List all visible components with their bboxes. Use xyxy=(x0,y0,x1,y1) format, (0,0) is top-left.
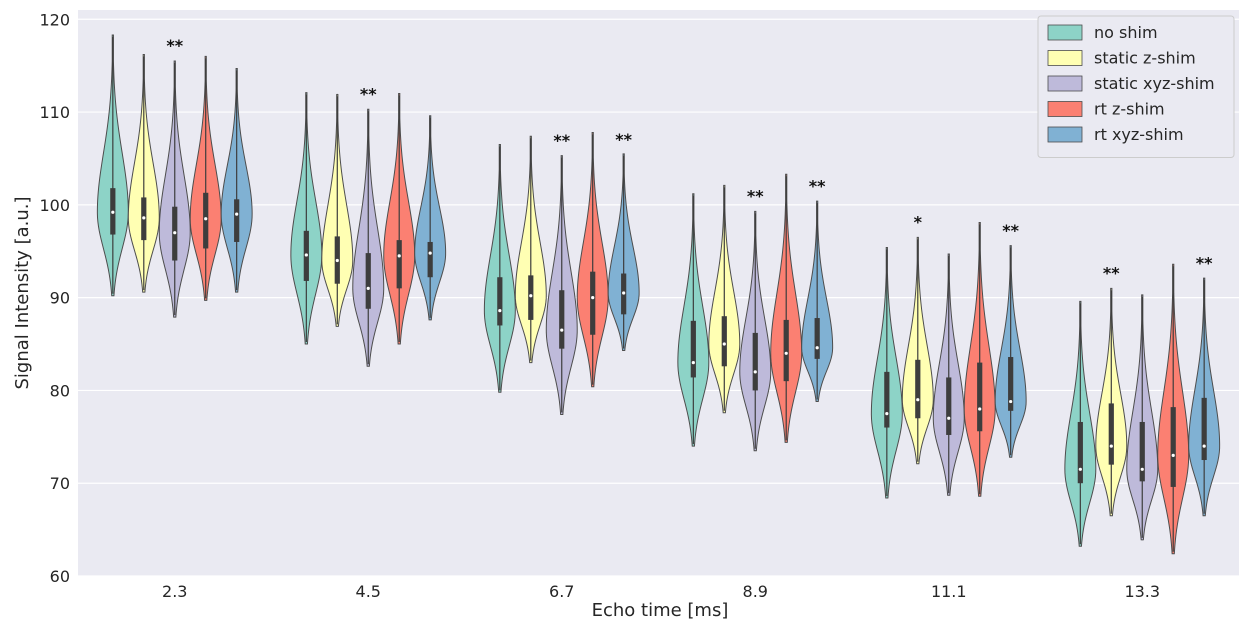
legend-label-rt-xyz-shim: rt xyz-shim xyxy=(1094,125,1184,144)
y-tick-labels: 60 70 80 90 100 110 120 xyxy=(39,10,70,586)
median-dot-rt-z-shim-6.7 xyxy=(591,296,595,300)
y-tick-label-70: 70 xyxy=(50,474,70,493)
legend-swatch-static-xyz-shim xyxy=(1047,75,1083,92)
significance-annotations: ****** ******* ****** xyxy=(166,36,1213,282)
median-dot-static-xyz-shim-2.3 xyxy=(173,231,177,235)
legend-box xyxy=(1037,15,1235,158)
median-dot-rt-xyz-shim-13.3 xyxy=(1202,444,1206,448)
legend-label-rt-z-shim: rt z-shim xyxy=(1094,100,1165,119)
iqr-box-rt-xyz-shim-11.1 xyxy=(1008,357,1014,411)
iqr-box-no-shim-8.9 xyxy=(690,320,696,378)
legend: no shim static z-shim static xyz-shim rt z-… xyxy=(1037,15,1235,158)
significance-marker-5: ** xyxy=(809,176,826,195)
median-dot-rt-xyz-shim-8.9 xyxy=(815,346,819,350)
y-tick-label-60: 60 xyxy=(50,567,70,586)
y-tick-label-80: 80 xyxy=(50,381,70,400)
x-tick-label-13.3: 13.3 xyxy=(1124,582,1160,601)
median-dot-no-shim-6.7 xyxy=(498,309,502,313)
significance-marker-6: * xyxy=(914,212,923,231)
x-tick-label-8.9: 8.9 xyxy=(743,582,768,601)
legend-label-static-z-shim: static z-shim xyxy=(1094,49,1196,68)
iqr-box-rt-z-shim-2.3 xyxy=(203,192,209,249)
iqr-box-rt-xyz-shim-4.5 xyxy=(427,241,433,278)
iqr-box-no-shim-13.3 xyxy=(1077,421,1083,484)
median-dot-rt-z-shim-4.5 xyxy=(397,254,401,258)
median-dot-no-shim-8.9 xyxy=(691,360,695,365)
significance-marker-9: ** xyxy=(1196,253,1213,272)
legend-label-static-xyz-shim: static xyz-shim xyxy=(1094,74,1215,93)
iqr-box-rt-z-shim-4.5 xyxy=(396,240,402,289)
significance-marker-4: ** xyxy=(747,187,764,206)
violins xyxy=(96,34,1221,555)
median-dot-rt-z-shim-8.9 xyxy=(784,351,788,355)
legend-swatch-static-z-shim xyxy=(1047,50,1083,66)
median-dot-no-shim-2.3 xyxy=(111,210,115,214)
significance-marker-2: ** xyxy=(553,131,570,150)
iqr-box-rt-z-shim-8.9 xyxy=(783,319,789,382)
median-dot-static-xyz-shim-8.9 xyxy=(753,370,757,374)
median-dot-static-xyz-shim-4.5 xyxy=(366,286,370,290)
median-dot-rt-xyz-shim-4.5 xyxy=(428,251,432,255)
x-tick-label-11.1: 11.1 xyxy=(931,582,967,601)
median-dot-no-shim-11.1 xyxy=(885,412,889,416)
significance-marker-7: ** xyxy=(1002,221,1019,240)
median-dot-rt-z-shim-11.1 xyxy=(978,407,982,411)
iqr-box-static-xyz-shim-11.1 xyxy=(946,377,952,435)
iqr-box-static-z-shim-6.7 xyxy=(528,275,534,320)
y-tick-label-110: 110 xyxy=(39,103,70,122)
y-tick-label-120: 120 xyxy=(39,10,70,29)
x-tick-label-2.3: 2.3 xyxy=(162,582,187,601)
median-dot-static-xyz-shim-6.7 xyxy=(560,328,564,332)
iqr-box-static-xyz-shim-6.7 xyxy=(559,290,565,349)
median-dot-static-z-shim-6.7 xyxy=(529,294,533,298)
y-axis-label: Signal Intensity [a.u.] xyxy=(12,196,33,389)
median-dot-static-z-shim-11.1 xyxy=(916,398,920,402)
legend-swatch-rt-z-shim xyxy=(1047,101,1083,117)
iqr-box-rt-xyz-shim-8.9 xyxy=(814,318,820,359)
significance-marker-3: ** xyxy=(615,130,632,149)
median-dot-rt-xyz-shim-6.7 xyxy=(622,291,626,295)
median-dot-rt-z-shim-2.3 xyxy=(204,217,208,221)
median-dot-static-z-shim-13.3 xyxy=(1109,444,1113,448)
x-tick-label-4.5: 4.5 xyxy=(356,582,381,601)
legend-label-no-shim: no shim xyxy=(1094,23,1158,42)
median-dot-rt-xyz-shim-11.1 xyxy=(1009,399,1013,404)
iqr-box-rt-xyz-shim-13.3 xyxy=(1201,397,1207,461)
iqr-box-no-shim-6.7 xyxy=(497,277,503,326)
median-dot-static-z-shim-2.3 xyxy=(142,216,146,220)
iqr-box-rt-z-shim-13.3 xyxy=(1170,407,1176,487)
y-tick-label-100: 100 xyxy=(39,196,70,215)
median-dot-no-shim-13.3 xyxy=(1078,467,1082,471)
significance-marker-1: ** xyxy=(360,84,377,103)
y-tick-label-90: 90 xyxy=(50,289,70,308)
iqr-box-static-z-shim-13.3 xyxy=(1108,403,1114,465)
median-dot-static-z-shim-8.9 xyxy=(722,342,726,346)
median-dot-rt-xyz-shim-2.3 xyxy=(235,212,239,216)
median-dot-static-xyz-shim-13.3 xyxy=(1140,467,1144,471)
iqr-box-no-shim-11.1 xyxy=(884,371,890,428)
significance-marker-0: ** xyxy=(166,36,183,55)
iqr-box-static-xyz-shim-13.3 xyxy=(1139,421,1145,482)
iqr-box-rt-z-shim-11.1 xyxy=(977,362,983,432)
median-dot-no-shim-4.5 xyxy=(304,253,308,257)
median-dot-static-xyz-shim-11.1 xyxy=(947,416,951,420)
iqr-box-static-z-shim-8.9 xyxy=(721,316,727,367)
legend-swatch-rt-xyz-shim xyxy=(1047,126,1083,143)
iqr-box-static-xyz-shim-4.5 xyxy=(365,253,371,309)
x-axis-label: Echo time [ms] xyxy=(592,600,729,621)
median-dot-static-z-shim-4.5 xyxy=(335,258,339,263)
legend-swatch-no-shim xyxy=(1047,24,1083,41)
iqr-box-static-z-shim-11.1 xyxy=(915,359,921,419)
iqr-box-rt-z-shim-6.7 xyxy=(590,271,596,335)
median-dot-rt-z-shim-13.3 xyxy=(1171,453,1175,457)
iqr-box-static-xyz-shim-8.9 xyxy=(752,332,758,391)
x-tick-label-6.7: 6.7 xyxy=(549,582,574,601)
iqr-box-rt-xyz-shim-2.3 xyxy=(234,199,240,242)
significance-marker-8: ** xyxy=(1103,264,1120,283)
x-tick-labels: 2.3 4.5 6.7 8.9 11.1 13.3 xyxy=(162,582,1160,601)
